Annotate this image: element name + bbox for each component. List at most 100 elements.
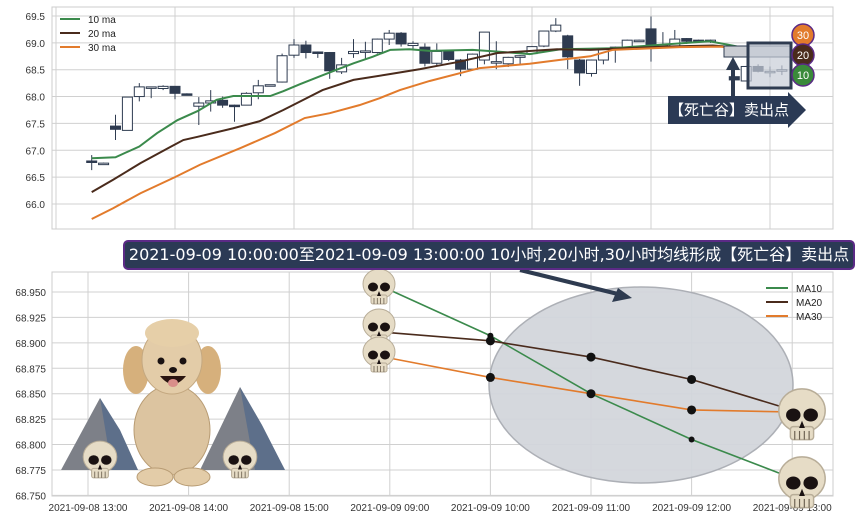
skull-jaw: [231, 467, 249, 479]
ma-badge-label: 10: [797, 70, 809, 82]
candle: [324, 51, 336, 79]
skull-icon: [362, 336, 396, 373]
data-point: [687, 374, 697, 384]
top-annotation-label: 【死亡谷】卖出点: [668, 96, 790, 124]
candle-body: [383, 32, 395, 40]
data-point: [687, 405, 697, 415]
x-tick-label: 2021-09-09 13:00: [753, 503, 832, 514]
x-tick-label: 2021-09-08 15:00: [250, 503, 329, 514]
ma-line-MA20: [389, 331, 793, 411]
skull-cranium: [362, 268, 396, 300]
legend-label: MA20: [796, 298, 823, 309]
y-tick-label: 68.925: [15, 313, 46, 324]
y-tick-label: 69.5: [26, 12, 46, 23]
candle-body: [574, 59, 586, 74]
data-point: [688, 436, 695, 443]
dog-mouth: [160, 376, 186, 384]
skull-jaw: [789, 493, 815, 509]
candle: [181, 93, 193, 96]
y-tick-label: 68.800: [15, 441, 46, 452]
candle-body: [550, 24, 562, 32]
skull-eye: [241, 455, 252, 465]
plot-area: [51, 271, 834, 497]
candle: [312, 51, 324, 58]
x-tick-label: 2021-09-09 10:00: [451, 503, 530, 514]
skull-nose: [237, 464, 243, 470]
skull-eye: [380, 350, 390, 360]
death-valley-box: [746, 41, 793, 90]
candle: [467, 53, 478, 70]
pointer-arrow-shaft: [519, 268, 623, 297]
candle: [586, 59, 597, 77]
ma-badge-10: [791, 63, 815, 87]
candle: [121, 96, 133, 131]
data-point: [485, 336, 495, 346]
ma-badge-label: 20: [797, 50, 809, 62]
candle: [229, 104, 240, 122]
candle-body: [633, 39, 645, 43]
skull-eye: [368, 350, 378, 360]
candle: [478, 31, 490, 65]
candle-body: [240, 92, 252, 106]
skull-nose: [377, 331, 381, 336]
candle-body: [490, 61, 502, 64]
candle-body: [443, 50, 455, 60]
x-tick-label: 2021-09-08 14:00: [149, 503, 228, 514]
y-tick-label: 68.825: [15, 415, 46, 426]
x-tick-label: 2021-09-08 13:00: [49, 503, 128, 514]
dog-topknot: [145, 319, 199, 347]
candle-body: [371, 38, 383, 54]
candle-body: [169, 85, 181, 94]
skull-eye: [368, 322, 378, 332]
dog-ear: [123, 346, 149, 394]
candle: [395, 32, 407, 47]
candle-body: [252, 85, 264, 94]
candle-body: [681, 38, 693, 42]
candle-body: [538, 30, 550, 47]
candle-body: [288, 44, 300, 56]
skull-cranium: [778, 456, 826, 502]
candle-body: [586, 59, 597, 74]
candle-body: [359, 50, 371, 53]
mountain-left: [61, 398, 138, 470]
candle: [574, 58, 586, 86]
y-tick-label: 68.950: [15, 288, 46, 299]
skull-icon: [82, 440, 118, 479]
skull-eye: [803, 408, 818, 422]
dog-head: [141, 325, 203, 395]
candle-body: [86, 160, 98, 163]
skull-nose: [799, 420, 805, 429]
dog-ear: [195, 346, 221, 394]
candle: [276, 53, 288, 83]
mountain-left-shade: [100, 398, 138, 470]
skull-cranium: [362, 308, 396, 340]
candle: [443, 50, 455, 62]
candle: [157, 85, 169, 91]
poodle-illustration: [123, 319, 221, 487]
skull-jaw: [370, 294, 388, 305]
data-point: [485, 372, 495, 382]
skull-eye: [786, 408, 801, 422]
skull-icon: [362, 308, 396, 345]
skull-icon: [362, 268, 396, 305]
skull-nose: [97, 464, 103, 470]
candle-body: [478, 31, 490, 61]
skull-jaw: [789, 425, 815, 441]
highlight-ellipse: [488, 286, 794, 484]
legend-label: 30 ma: [88, 43, 116, 54]
arrow-right-icon: [788, 92, 806, 128]
skull-jaw: [91, 467, 109, 479]
candle: [145, 86, 157, 99]
skull-nose: [799, 488, 805, 497]
candle: [288, 39, 300, 58]
skull-nose: [377, 291, 381, 296]
ma-line-MA10: [389, 289, 793, 479]
skull-cranium: [362, 336, 396, 368]
candle-body: [348, 50, 359, 55]
skull-nose: [377, 359, 381, 364]
dog-paw: [173, 467, 211, 487]
candle: [348, 39, 359, 58]
arrow-up-icon: [726, 57, 740, 70]
candle: [359, 41, 371, 59]
candle-body: [407, 42, 419, 47]
